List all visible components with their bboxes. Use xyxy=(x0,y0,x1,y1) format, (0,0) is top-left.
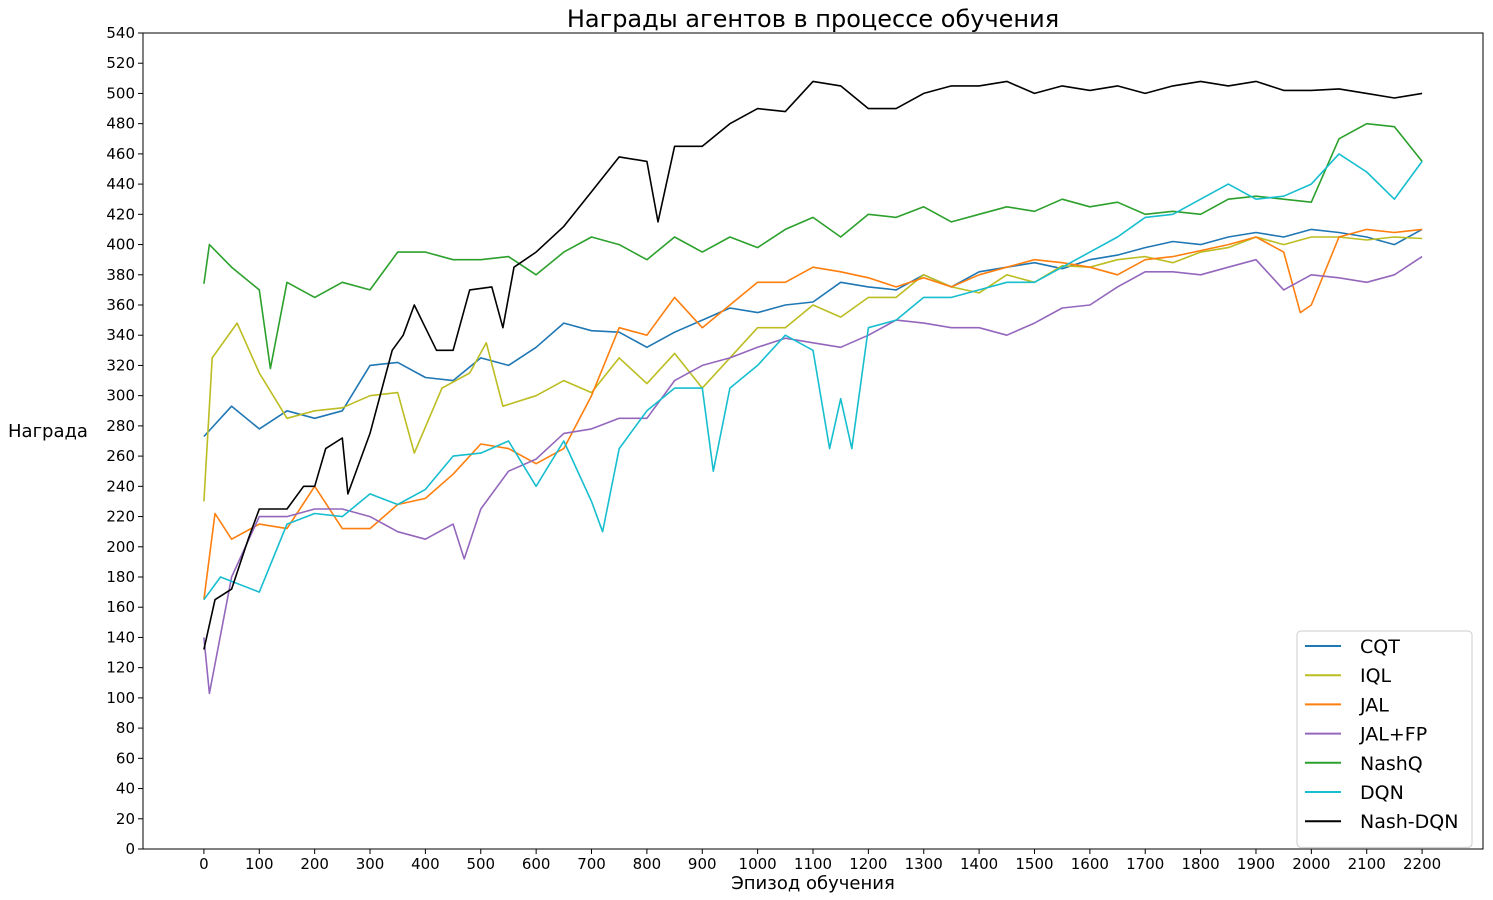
x-tick-label: 2000 xyxy=(1292,855,1330,873)
x-axis-title: Эпизод обучения xyxy=(731,873,895,894)
x-tick-label: 2200 xyxy=(1403,855,1441,873)
legend: CQT IQL JAL JAL+FP NashQ DQN Nash-DQN xyxy=(1296,630,1473,848)
y-tick-label: 540 xyxy=(106,24,135,42)
x-tick-label: 1700 xyxy=(1126,855,1164,873)
y-tick-label: 480 xyxy=(106,115,135,133)
x-tick-label: 600 xyxy=(522,855,551,873)
x-tick-label: 1500 xyxy=(1015,855,1053,873)
x-tick-label: 0 xyxy=(199,855,209,873)
y-axis-title: Награда xyxy=(8,421,88,442)
x-tick-label: 100 xyxy=(245,855,274,873)
series-line-dqn xyxy=(203,153,1423,601)
y-tick-label: 220 xyxy=(106,508,135,526)
x-axis: 0 100 200 300 400 500 600 700 800 900 1000 1100 1200… xyxy=(199,849,1441,873)
y-tick-label: 80 xyxy=(116,719,135,737)
legend-label: IQL xyxy=(1360,665,1392,687)
y-tick-label: 360 xyxy=(106,296,135,314)
y-tick-label: 200 xyxy=(106,538,135,556)
x-tick-label: 200 xyxy=(300,855,329,873)
x-tick-label: 1000 xyxy=(739,855,777,873)
series-layer xyxy=(203,80,1423,695)
y-tick-label: 60 xyxy=(116,749,135,767)
y-tick-label: 380 xyxy=(106,266,135,284)
legend-label: CQT xyxy=(1360,636,1400,658)
y-tick-label: 280 xyxy=(106,417,135,435)
x-tick-label: 1400 xyxy=(960,855,998,873)
x-tick-label: 1200 xyxy=(849,855,887,873)
legend-label: JAL+FP xyxy=(1359,724,1427,746)
y-tick-label: 240 xyxy=(106,477,135,495)
y-tick-label: 420 xyxy=(106,205,135,223)
y-tick-label: 460 xyxy=(106,145,135,163)
x-tick-label: 400 xyxy=(411,855,440,873)
legend-label: Nash-DQN xyxy=(1360,811,1458,833)
y-tick-label: 20 xyxy=(116,810,135,828)
x-tick-label: 2100 xyxy=(1348,855,1386,873)
series-line-nash-dqn xyxy=(203,80,1423,650)
x-tick-label: 500 xyxy=(466,855,495,873)
x-tick-label: 1900 xyxy=(1237,855,1275,873)
plot-frame xyxy=(142,32,1484,850)
y-tick-label: 340 xyxy=(106,326,135,344)
legend-label: JAL xyxy=(1359,694,1389,716)
chart-title: Награды агентов в процессе обучения xyxy=(567,5,1059,33)
x-tick-label: 1600 xyxy=(1071,855,1109,873)
y-tick-label: 300 xyxy=(106,387,135,405)
legend-label: NashQ xyxy=(1360,753,1423,775)
x-tick-label: 1300 xyxy=(905,855,943,873)
y-tick-label: 520 xyxy=(106,54,135,72)
x-tick-label: 300 xyxy=(356,855,385,873)
series-line-nashq xyxy=(203,122,1423,370)
x-tick-label: 700 xyxy=(577,855,606,873)
y-tick-label: 0 xyxy=(125,840,135,858)
y-tick-label: 500 xyxy=(106,84,135,102)
series-line-iql xyxy=(203,236,1423,502)
series-line-jal xyxy=(203,228,1423,600)
y-tick-label: 100 xyxy=(106,689,135,707)
y-tick-label: 260 xyxy=(106,447,135,465)
y-tick-label: 320 xyxy=(106,356,135,374)
y-tick-label: 140 xyxy=(106,628,135,646)
y-axis: 0 20 40 60 80 100 120 140 160 180 200 220 240 260 280 3… xyxy=(106,24,143,858)
plot-area xyxy=(142,32,1484,850)
x-tick-label: 1100 xyxy=(794,855,832,873)
y-tick-label: 160 xyxy=(106,598,135,616)
y-tick-label: 400 xyxy=(106,236,135,254)
series-line-cqt xyxy=(203,228,1423,438)
x-tick-label: 1800 xyxy=(1182,855,1220,873)
x-tick-label: 800 xyxy=(633,855,662,873)
y-tick-label: 120 xyxy=(106,659,135,677)
legend-frame xyxy=(1296,630,1473,848)
legend-label: DQN xyxy=(1360,782,1404,804)
y-tick-label: 180 xyxy=(106,568,135,586)
series-line-jal-fp xyxy=(203,255,1423,695)
y-tick-label: 40 xyxy=(116,780,135,798)
y-tick-label: 440 xyxy=(106,175,135,193)
x-tick-label: 900 xyxy=(688,855,717,873)
